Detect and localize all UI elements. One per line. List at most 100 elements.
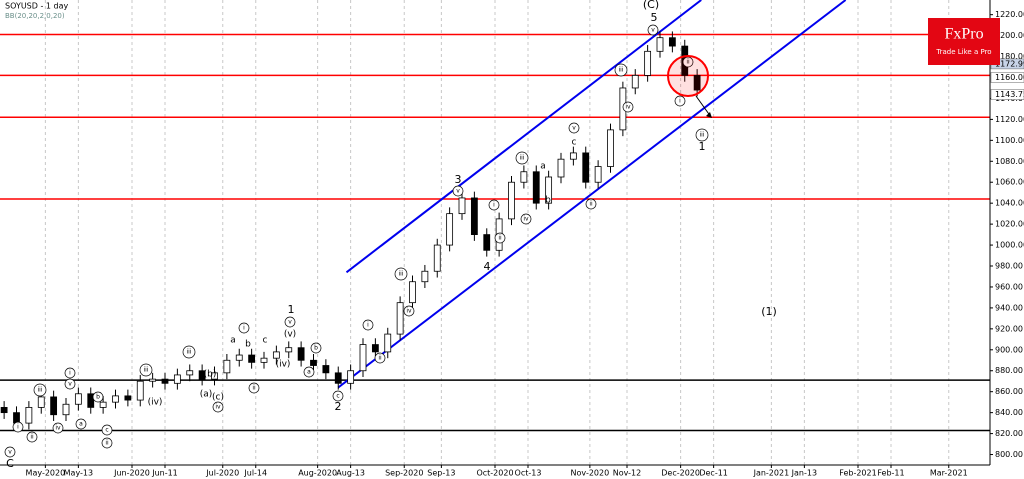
annotation: ii bbox=[498, 235, 502, 242]
candle-body bbox=[607, 129, 614, 167]
annotation-circle bbox=[394, 267, 408, 281]
candle-body bbox=[433, 244, 441, 272]
candle-body bbox=[631, 75, 639, 89]
candle-body bbox=[656, 37, 664, 52]
annotation: C bbox=[6, 457, 14, 470]
price-tag-label: 1160.00 bbox=[995, 73, 1024, 82]
annotation-circle bbox=[92, 391, 104, 403]
annotation: i bbox=[243, 325, 245, 332]
candle-body bbox=[173, 374, 181, 384]
annotation: b bbox=[545, 196, 551, 206]
annotation-circle bbox=[403, 305, 415, 317]
candle-body bbox=[136, 380, 144, 401]
annotation: 3 bbox=[455, 173, 462, 186]
annotation-circle bbox=[303, 366, 315, 378]
annotation-circle bbox=[488, 199, 500, 211]
annotations: (C)5viiiiii1(1)3v4c21viiiivviiiiviiiiiii… bbox=[4, 0, 777, 470]
candle-body bbox=[409, 281, 416, 304]
annotation: c bbox=[336, 393, 339, 400]
candle-body bbox=[594, 166, 602, 183]
candle-body bbox=[87, 393, 95, 408]
annotation: b bbox=[96, 394, 100, 401]
candle-body bbox=[371, 344, 379, 353]
annotation: iii bbox=[699, 132, 704, 139]
x-tick-label: Feb-11 bbox=[877, 469, 904, 478]
logo-text: FxPro bbox=[944, 26, 983, 43]
annotation-circle bbox=[64, 367, 76, 379]
y-tick-label: 1220.00 bbox=[995, 10, 1024, 19]
candle-body bbox=[99, 401, 107, 408]
y-tick-label: 920.00 bbox=[995, 324, 1023, 333]
annotation: iii bbox=[618, 67, 623, 74]
x-tick-label: Dec-2020 bbox=[661, 469, 700, 478]
x-tick-label: Oct-13 bbox=[515, 469, 542, 478]
y-tick-label: 900.00 bbox=[995, 345, 1023, 354]
annotation: i bbox=[493, 202, 495, 209]
annotation: i bbox=[69, 370, 71, 377]
axis-labels: 800.00 820.00 840.00 860.00 880.00 900.00 920.… bbox=[26, 10, 1024, 478]
annotation-circle bbox=[212, 401, 224, 413]
x-tick-label: Jul-2020 bbox=[205, 469, 239, 478]
annotation: v bbox=[8, 449, 12, 456]
annotation: 4 bbox=[484, 260, 491, 273]
y-tick-label: 1180.00 bbox=[995, 52, 1024, 61]
annotation: v bbox=[68, 381, 72, 388]
annotation-circle bbox=[52, 422, 64, 434]
annotation-circle bbox=[647, 24, 659, 36]
annotation: (c) bbox=[212, 393, 224, 403]
annotation-circle bbox=[139, 363, 153, 377]
channel-line bbox=[337, 0, 847, 389]
logo-box bbox=[928, 18, 1000, 65]
candle-body bbox=[161, 378, 169, 384]
annotation: v bbox=[651, 27, 655, 34]
annotation: ii bbox=[589, 201, 593, 208]
annotation: v bbox=[288, 319, 292, 326]
annotation: a bbox=[230, 336, 236, 346]
annotation: iv bbox=[523, 216, 529, 223]
candle-body bbox=[310, 359, 317, 366]
price-tag-box bbox=[990, 89, 1024, 100]
candle-body bbox=[248, 354, 256, 363]
x-tick-label: Nov-2020 bbox=[571, 469, 610, 478]
candle-body bbox=[421, 270, 429, 283]
annotation: 2 bbox=[335, 400, 342, 413]
annotation: (iv) bbox=[148, 398, 163, 408]
annotation: b bbox=[245, 340, 251, 350]
candle-body bbox=[62, 403, 70, 416]
y-tick-label: 820.00 bbox=[995, 429, 1023, 438]
x-tick-label: Feb-2021 bbox=[839, 469, 876, 478]
candle-body bbox=[0, 406, 8, 414]
annotation-circle bbox=[515, 151, 529, 165]
candle-body bbox=[545, 176, 553, 204]
candle-body bbox=[112, 395, 119, 403]
y-tick-label: 940.00 bbox=[995, 303, 1023, 312]
annotation: (v) bbox=[284, 330, 296, 340]
x-tick-label: Sep-2020 bbox=[385, 469, 423, 478]
logo-tagline: Trade Like a Pro bbox=[935, 48, 991, 56]
y-tick-label: 860.00 bbox=[995, 387, 1023, 396]
annotation-circle bbox=[362, 319, 374, 331]
annotation-circle bbox=[674, 95, 686, 107]
y-tick-label: 1100.00 bbox=[995, 136, 1024, 145]
annotation-circle bbox=[494, 232, 506, 244]
annotation: ii bbox=[105, 440, 109, 447]
y-tick-label: 840.00 bbox=[995, 408, 1023, 417]
chart-title: SOYUSD - 1 day bbox=[5, 2, 69, 11]
annotation: iii bbox=[143, 367, 148, 374]
chart-subtitle: BB(20,20,2,0,20) bbox=[5, 12, 65, 20]
annotation: iii bbox=[37, 387, 42, 394]
x-tick-label: Jun-2020 bbox=[113, 469, 150, 478]
annotation-circle bbox=[374, 352, 386, 364]
annotation: iv bbox=[406, 308, 412, 315]
candle-body bbox=[644, 50, 652, 76]
x-tick-label: Jan-13 bbox=[791, 469, 817, 478]
candle-body bbox=[396, 302, 404, 335]
annotation: (b) bbox=[204, 370, 217, 380]
annotation: ii bbox=[378, 355, 382, 362]
candle-body bbox=[359, 344, 367, 372]
x-tick-label: Mar-2021 bbox=[930, 469, 968, 478]
annotation-circle bbox=[12, 421, 24, 433]
annotation: i bbox=[679, 98, 681, 105]
annotation: c bbox=[263, 336, 268, 346]
